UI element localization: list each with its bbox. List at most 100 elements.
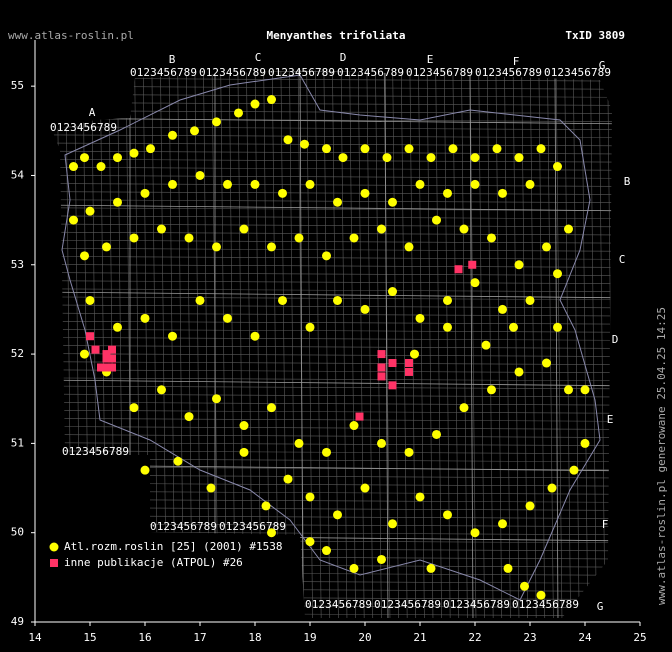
record-dot: [140, 188, 150, 198]
x-tick-label: 19: [303, 631, 316, 644]
grid-cell-line: [581, 70, 589, 618]
record-dot: [168, 179, 177, 189]
grid-digits: 0123456789: [305, 598, 372, 611]
grid-cell-line: [52, 191, 612, 195]
record-dot: [322, 447, 331, 457]
chart-title: Menyanthes trifoliata: [266, 29, 405, 42]
x-tick-label: 16: [138, 631, 151, 644]
record-dot: [157, 385, 166, 395]
record-dot: [140, 313, 150, 323]
grid-cell-line: [52, 231, 612, 236]
record-dot: [553, 322, 562, 332]
grid-cell-line: [469, 70, 477, 618]
y-tick-label: 49: [11, 615, 24, 628]
grid-cell-line: [220, 70, 227, 618]
record-dot: [267, 95, 276, 105]
record-dot: [503, 563, 513, 573]
grid-cell-line: [400, 70, 408, 618]
grid-digits: 0123456789: [62, 445, 129, 458]
footer-note: www.atlas-roslin.pl generowane 25.04.25 …: [655, 307, 668, 605]
record-dot: [173, 456, 183, 466]
grid-cell-line: [52, 183, 612, 187]
record-square: [377, 363, 386, 372]
grid-cell-line: [56, 70, 64, 618]
record-dot: [140, 465, 150, 475]
record-dot: [360, 144, 370, 154]
grid-cell-line: [52, 466, 612, 471]
record-dot: [239, 224, 249, 234]
y-tick-label: 52: [11, 347, 24, 360]
record-dot: [184, 412, 194, 422]
grid-cell-line: [52, 458, 612, 463]
grid-cell-line: [254, 70, 262, 618]
record-dot: [498, 304, 507, 314]
record-dot: [283, 135, 293, 145]
record-dot: [278, 188, 287, 198]
record-square: [377, 350, 386, 359]
grid-cell-line: [52, 507, 612, 511]
record-dot: [569, 465, 579, 475]
record-dot: [514, 153, 524, 163]
record-dot: [338, 153, 348, 163]
x-tick-label: 21: [413, 631, 426, 644]
record-dot: [184, 233, 194, 243]
grid-cell-line: [357, 70, 365, 618]
grid-cell-line: [52, 175, 612, 179]
record-dot: [349, 233, 359, 243]
record-square: [468, 260, 477, 269]
record-dot: [542, 242, 551, 252]
grid-cell-line: [52, 353, 612, 357]
record-dot: [267, 403, 276, 413]
record-square: [388, 359, 397, 368]
record-dot: [415, 313, 425, 323]
grid-cell-line: [521, 70, 528, 618]
grid-cell-line: [246, 70, 253, 618]
record-dot: [404, 242, 414, 252]
grid-cell-line: [504, 70, 511, 618]
source-label: www.atlas-roslin.pl: [8, 29, 134, 42]
grid-letter: C: [619, 253, 626, 266]
grid-digits: 0123456789: [337, 66, 404, 79]
grid-letter: A: [89, 106, 96, 119]
record-dot: [382, 153, 392, 163]
record-dot: [96, 162, 106, 172]
grid-cell-line: [52, 434, 612, 438]
record-square: [405, 359, 413, 368]
record-dot: [146, 144, 155, 154]
record-dot: [470, 179, 480, 189]
y-tick-label: 54: [11, 168, 25, 181]
record-dot: [459, 224, 469, 234]
grid-digits: 0123456789: [50, 121, 117, 134]
grid-cell-line: [52, 223, 612, 228]
grid-letter: B: [169, 53, 176, 66]
record-dot: [333, 295, 342, 305]
grid-cell-line: [52, 248, 612, 252]
grid-cell-line: [383, 70, 391, 618]
grid-cell-line: [52, 337, 612, 341]
grid-digits: 0123456789: [130, 66, 197, 79]
record-dot: [481, 340, 491, 350]
record-dot: [278, 295, 287, 305]
record-dot: [333, 197, 342, 207]
grid-cell-line: [52, 215, 612, 220]
grid-cell-line: [52, 377, 612, 382]
grid-cell-line: [52, 588, 612, 592]
record-dot: [487, 385, 496, 395]
grid-cell-line: [426, 70, 434, 618]
record-dot: [305, 537, 315, 547]
record-square: [91, 345, 100, 354]
record-dot: [305, 492, 315, 502]
grid-cell-line: [52, 571, 612, 576]
grid-cell-line: [271, 70, 279, 618]
grid-cell-line: [52, 150, 612, 155]
record-dot: [113, 197, 122, 207]
grid-cell-line: [117, 70, 124, 618]
grid-cell-line: [418, 70, 425, 618]
grid-major-line: [52, 117, 612, 125]
grid-cell-line: [564, 70, 571, 618]
record-dot: [85, 206, 95, 216]
record-dot: [195, 295, 205, 305]
record-dot: [377, 224, 386, 234]
grid-cell-line: [314, 70, 322, 618]
grid-major-line: [52, 379, 612, 387]
